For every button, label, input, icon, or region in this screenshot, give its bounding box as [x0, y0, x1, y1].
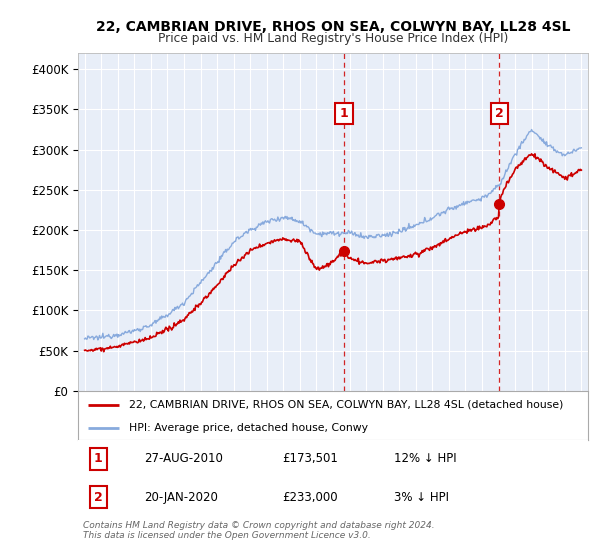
Text: 27-AUG-2010: 27-AUG-2010	[145, 452, 223, 465]
Text: 20-JAN-2020: 20-JAN-2020	[145, 491, 218, 503]
Text: Contains HM Land Registry data © Crown copyright and database right 2024.
This d: Contains HM Land Registry data © Crown c…	[83, 521, 435, 540]
Text: 22, CAMBRIAN DRIVE, RHOS ON SEA, COLWYN BAY, LL28 4SL: 22, CAMBRIAN DRIVE, RHOS ON SEA, COLWYN …	[96, 20, 570, 34]
Text: 1: 1	[94, 452, 103, 465]
Text: 12% ↓ HPI: 12% ↓ HPI	[394, 452, 457, 465]
Text: 2: 2	[495, 107, 504, 120]
Text: £173,501: £173,501	[282, 452, 338, 465]
Text: 22, CAMBRIAN DRIVE, RHOS ON SEA, COLWYN BAY, LL28 4SL (detached house): 22, CAMBRIAN DRIVE, RHOS ON SEA, COLWYN …	[129, 400, 563, 409]
Text: 3% ↓ HPI: 3% ↓ HPI	[394, 491, 449, 503]
Text: 2: 2	[94, 491, 103, 503]
Text: 1: 1	[340, 107, 348, 120]
Text: Price paid vs. HM Land Registry's House Price Index (HPI): Price paid vs. HM Land Registry's House …	[158, 32, 508, 45]
Text: HPI: Average price, detached house, Conwy: HPI: Average price, detached house, Conw…	[129, 423, 368, 433]
Text: £233,000: £233,000	[282, 491, 338, 503]
